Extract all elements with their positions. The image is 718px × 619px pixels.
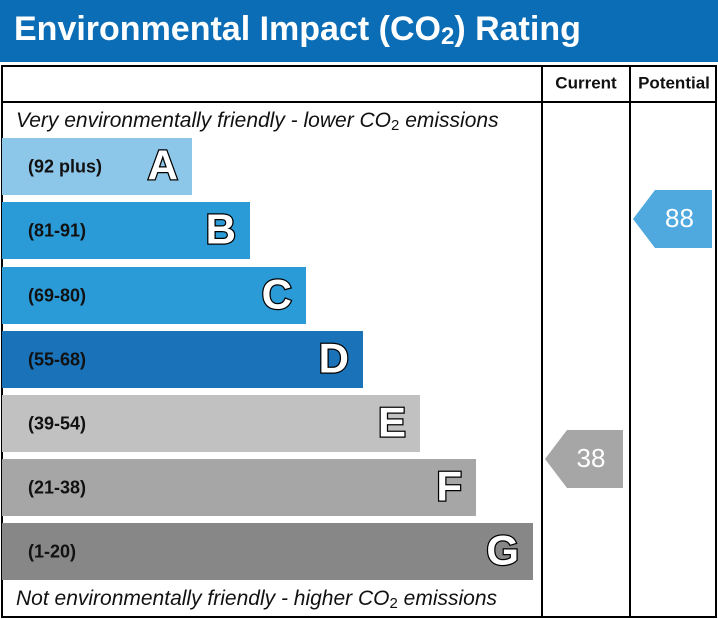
- rating-value: 88: [665, 203, 694, 233]
- note-text: emissions: [398, 587, 498, 610]
- title-bar: [0, 0, 718, 62]
- band: [2, 395, 420, 452]
- band: [2, 202, 250, 259]
- note-text: Not environmentally friendly - higher CO: [16, 587, 390, 610]
- band-letter: C: [262, 271, 292, 318]
- band-letter: G: [486, 527, 519, 574]
- note-sub: 2: [390, 595, 398, 612]
- band: [2, 331, 363, 388]
- rating-arrow: [633, 190, 712, 248]
- band-letter: A: [148, 142, 178, 189]
- band-range: (1-20): [28, 541, 76, 561]
- rating-value: 38: [577, 443, 606, 473]
- column-header: Potential: [638, 73, 710, 92]
- band: [2, 459, 476, 516]
- title-text: ) Rating: [454, 10, 581, 48]
- band-range: (55-68): [28, 349, 86, 369]
- band-range: (81-91): [28, 220, 86, 240]
- bottom-note: Not environmentally friendly - higher CO…: [16, 587, 498, 612]
- band-range: (21-38): [28, 477, 86, 497]
- band: [2, 138, 192, 195]
- band-range: (92 plus): [28, 156, 102, 176]
- band-letter: F: [436, 463, 462, 510]
- band-letter: E: [378, 399, 406, 446]
- band-range: (69-80): [28, 285, 86, 305]
- band-letter: B: [206, 206, 236, 253]
- note-sub: 2: [391, 117, 399, 134]
- band: [2, 523, 533, 580]
- title-sub: 2: [441, 23, 454, 50]
- note-text: emissions: [399, 109, 499, 132]
- top-note: Very environmentally friendly - lower CO…: [16, 109, 499, 134]
- title-text: Environmental Impact (CO: [14, 10, 441, 48]
- rating-arrow: [545, 430, 623, 488]
- band-range: (39-54): [28, 413, 86, 433]
- band-letter: D: [319, 335, 349, 382]
- column-header: Current: [555, 73, 617, 92]
- band: [2, 267, 306, 324]
- title: Environmental Impact (CO2) Rating: [14, 10, 581, 50]
- note-text: Very environmentally friendly - lower CO: [16, 109, 391, 132]
